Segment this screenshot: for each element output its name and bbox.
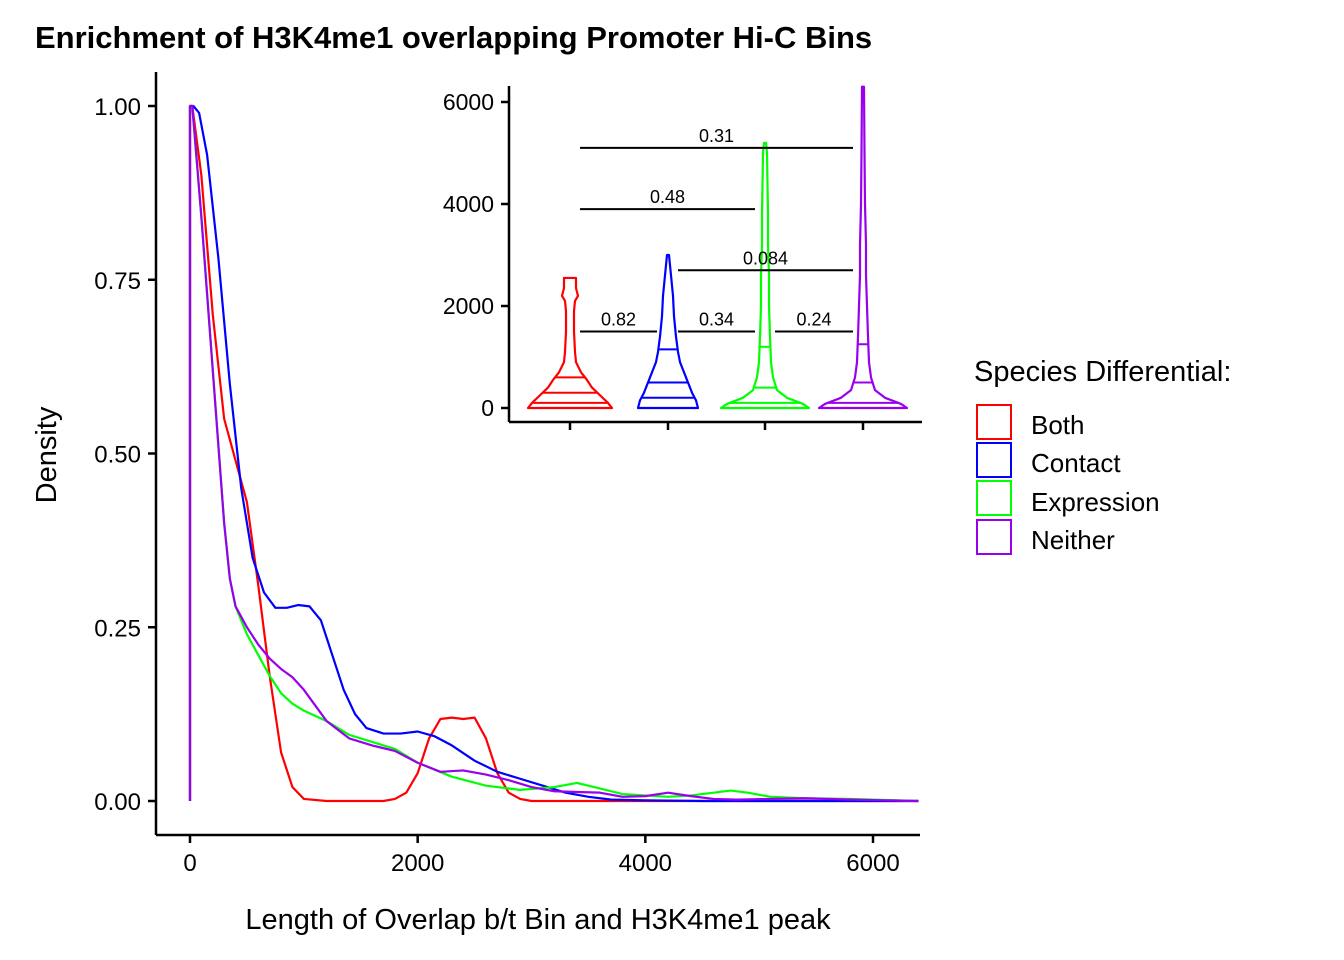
legend-item-both: Both [976, 404, 1085, 440]
comparison-both-contact: 0.82 [580, 310, 657, 333]
inset-y-tick-label: 0 [481, 395, 494, 421]
x-tick-label: 2000 [391, 850, 444, 877]
main-plot: 0.00 0.25 0.50 0.75 1.00 0 2000 4000 6000 [94, 72, 920, 877]
legend: Species Differential: Both Contact Expre… [974, 356, 1231, 555]
legend-key-neither [976, 519, 1012, 555]
x-tick-label: 6000 [846, 850, 899, 877]
chart-title: Enrichment of H3K4me1 overlapping Promot… [35, 20, 872, 55]
comparison-both-expression: 0.48 [580, 187, 755, 211]
y-tick-label: 0.75 [94, 268, 141, 295]
comparison-contact-neither: 0.084 [678, 248, 853, 272]
density-line-both [188, 104, 919, 803]
legend-label-both: Both [1031, 410, 1085, 440]
p-value-label: 0.084 [743, 248, 788, 268]
p-value-label: 0.48 [650, 187, 685, 207]
x-axis-title: Length of Overlap b/t Bin and H3K4me1 pe… [245, 904, 831, 936]
legend-label-expression: Expression [1031, 487, 1160, 517]
comparison-expression-neither: 0.24 [775, 310, 853, 333]
p-value-label: 0.31 [699, 126, 734, 146]
inset-y-tick-label: 6000 [443, 89, 494, 115]
x-tick-label: 4000 [619, 850, 672, 877]
comparison-contact-expression: 0.34 [678, 310, 755, 333]
y-tick-label: 0.00 [94, 789, 141, 816]
violin-outline-expression [719, 141, 811, 410]
violin-outline-both [526, 276, 614, 410]
density-lines [188, 104, 919, 803]
violin-expression [719, 141, 811, 410]
legend-item-contact: Contact [976, 442, 1121, 478]
inset-y-tick-label: 4000 [443, 191, 494, 217]
density-line-expression [188, 104, 919, 803]
legend-key-both [976, 404, 1012, 440]
violin-contact [636, 253, 700, 410]
density-line-neither [188, 104, 919, 803]
y-tick-label: 0.25 [94, 615, 141, 642]
violin-neither [817, 85, 909, 410]
y-tick-label: 1.00 [94, 94, 141, 121]
violins [526, 85, 909, 410]
comparison-both-neither: 0.31 [580, 126, 853, 149]
density-line-contact [188, 104, 919, 803]
x-tick-label: 0 [183, 850, 196, 877]
violin-outline-neither [817, 85, 909, 410]
legend-title: Species Differential: [974, 356, 1231, 388]
y-tick-label: 0.50 [94, 442, 141, 469]
significance-brackets: 0.82 0.34 0.24 0.084 0.48 0.31 [580, 126, 853, 333]
inset-y-tick-label: 2000 [443, 293, 494, 319]
legend-key-contact [976, 442, 1012, 478]
legend-label-contact: Contact [1031, 448, 1121, 478]
legend-label-neither: Neither [1031, 525, 1115, 555]
main-y-ticks: 0.00 0.25 0.50 0.75 1.00 [94, 94, 156, 816]
legend-item-expression: Expression [976, 480, 1160, 517]
y-axis-title: Density [31, 406, 63, 503]
p-value-label: 0.82 [601, 310, 636, 330]
legend-item-neither: Neither [976, 519, 1115, 555]
legend-key-expression [976, 480, 1012, 516]
violin-both [526, 276, 614, 410]
inset-violin-plot: 0 2000 4000 6000 0.82 0.34 0.24 0.084 0.48 0.31 [443, 85, 922, 430]
inset-x-ticks [568, 422, 865, 430]
inset-y-ticks: 0 2000 4000 6000 [443, 89, 509, 421]
main-x-ticks: 0 2000 4000 6000 [183, 835, 900, 877]
p-value-label: 0.24 [796, 310, 831, 330]
p-value-label: 0.34 [699, 310, 734, 330]
